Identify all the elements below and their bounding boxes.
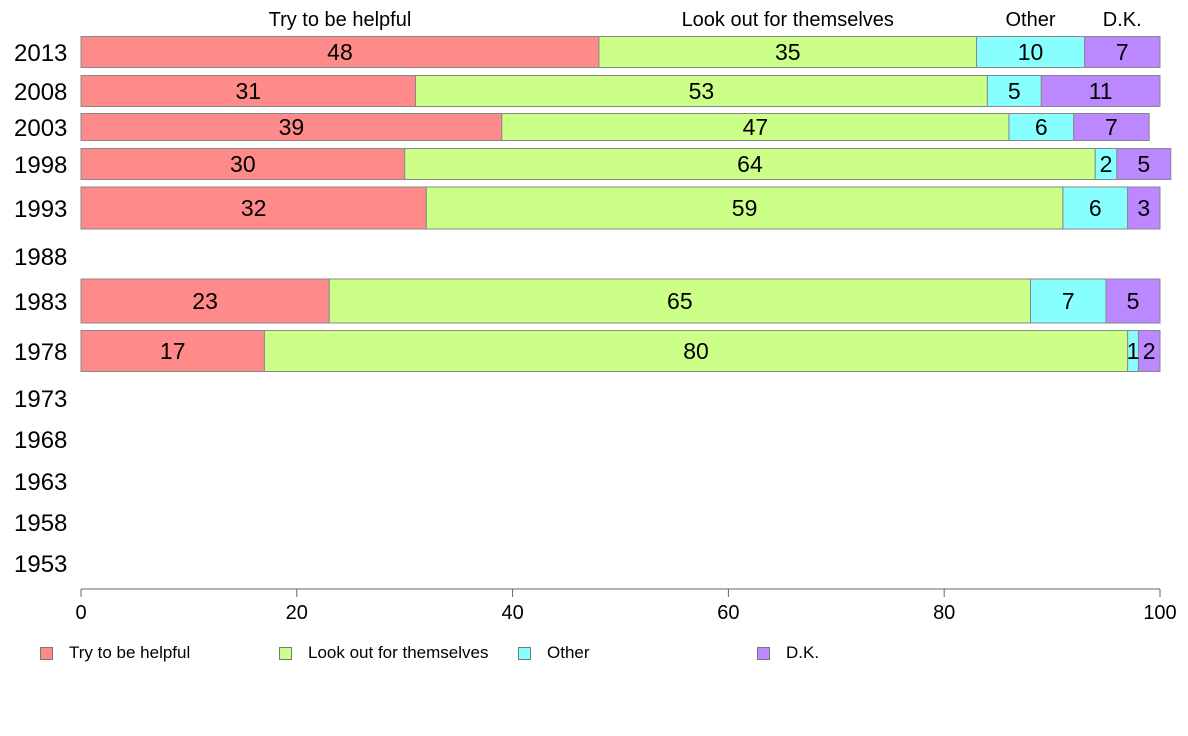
- value-label-2003-0: 39: [279, 114, 305, 140]
- value-label-1983-3: 5: [1127, 288, 1140, 314]
- value-label-1993-1: 59: [732, 195, 758, 221]
- legend-item-other: Other: [518, 641, 590, 665]
- year-label-1973: 1973: [14, 386, 67, 413]
- bar-1978-3: [1137, 330, 1161, 372]
- value-label-1998-2: 2: [1100, 151, 1113, 177]
- bar-1983-0: [80, 278, 330, 324]
- x-tick-label-100: 100: [1143, 602, 1176, 624]
- bar-1993-0: [80, 186, 427, 230]
- legend-swatch-other: [518, 646, 531, 660]
- legend-item-dk: D.K.: [757, 641, 819, 665]
- bar-1998-1: [404, 148, 1096, 180]
- legend-item-themselves: Look out for themselves: [279, 641, 488, 665]
- legend-label-themselves: Look out for themselves: [308, 643, 489, 662]
- x-tick-label-60: 60: [717, 602, 739, 624]
- value-label-1978-3: 2: [1143, 338, 1156, 364]
- year-label-1958: 1958: [14, 510, 67, 537]
- bar-2008-1: [414, 75, 988, 107]
- bar-1993-3: [1127, 186, 1161, 230]
- value-label-2013-3: 7: [1116, 39, 1129, 65]
- year-label-2008: 2008: [14, 79, 67, 106]
- chart: 2013200820031998199319881983197819731968…: [14, 9, 1177, 624]
- year-label-1963: 1963: [14, 469, 67, 496]
- legend-swatch-dk: [757, 646, 770, 660]
- year-label-1978: 1978: [14, 339, 67, 366]
- x-tick-label-20: 20: [286, 602, 308, 624]
- bar-1983-2: [1030, 278, 1107, 324]
- x-axis: 0 20 40 60 80 100: [75, 588, 1177, 624]
- value-label-2008-3: 11: [1089, 78, 1113, 104]
- value-label-1978-2: 1: [1127, 338, 1140, 364]
- value-label-2013-1: 35: [775, 39, 801, 65]
- legend-label-dk: D.K.: [786, 643, 820, 662]
- value-label-2008-1: 53: [689, 78, 715, 104]
- x-tick-label-40: 40: [501, 602, 523, 624]
- value-label-2008-2: 5: [1008, 78, 1021, 104]
- bar-1993-2: [1062, 186, 1129, 230]
- value-label-1993-0: 32: [241, 195, 267, 221]
- value-label-1983-1: 65: [667, 288, 693, 314]
- value-label-2013-2: 10: [1018, 39, 1044, 65]
- bar-1983-1: [328, 278, 1032, 324]
- value-label-1983-2: 7: [1062, 288, 1075, 314]
- legend-swatch-themselves: [279, 646, 292, 660]
- bar-2013-3: [1083, 36, 1161, 68]
- bars-layer: [80, 36, 1172, 372]
- year-label-1988: 1988: [14, 244, 67, 271]
- year-label-1998: 1998: [14, 152, 67, 179]
- column-header-0: Try to be helpful: [269, 9, 412, 31]
- legend-swatch-helpful: [40, 646, 53, 660]
- bar-1998-0: [80, 148, 406, 180]
- column-header-1: Look out for themselves: [682, 9, 894, 31]
- year-label-1983: 1983: [14, 289, 67, 316]
- column-header-2: Other: [1006, 9, 1056, 31]
- bar-2013-1: [598, 36, 978, 68]
- value-label-1998-3: 5: [1137, 151, 1150, 177]
- bar-2008-0: [80, 75, 416, 107]
- legend-label-other: Other: [547, 643, 590, 662]
- bar-2008-2: [986, 75, 1042, 107]
- legend-label-helpful: Try to be helpful: [69, 643, 191, 662]
- column-header-3: D.K.: [1103, 9, 1142, 31]
- year-label-1953: 1953: [14, 551, 67, 578]
- value-label-1998-0: 30: [230, 151, 256, 177]
- bar-2008-3: [1040, 75, 1161, 107]
- bar-1998-3: [1116, 148, 1172, 180]
- value-label-1983-0: 23: [192, 288, 218, 314]
- legend-item-helpful: Try to be helpful: [40, 641, 190, 665]
- year-label-2003: 2003: [14, 115, 67, 142]
- value-label-1978-0: 17: [160, 338, 186, 364]
- bar-1993-1: [425, 186, 1064, 230]
- bar-2013-0: [80, 36, 600, 68]
- value-label-1998-1: 64: [737, 151, 763, 177]
- x-tick-label-0: 0: [75, 602, 86, 624]
- year-label-1993: 1993: [14, 196, 67, 223]
- year-label-1968: 1968: [14, 427, 67, 454]
- value-label-2003-3: 7: [1105, 114, 1118, 140]
- value-label-2003-2: 6: [1035, 114, 1048, 140]
- bar-1978-1: [263, 330, 1129, 372]
- value-label-2003-1: 47: [743, 114, 769, 140]
- bar-2013-2: [976, 36, 1085, 68]
- bar-2003-0: [80, 113, 503, 141]
- value-label-2008-0: 31: [235, 78, 261, 104]
- year-label-2013: 2013: [14, 40, 67, 67]
- bar-2003-1: [501, 113, 1010, 141]
- bar-1983-3: [1105, 278, 1161, 324]
- legend: Try to be helpful Look out for themselve…: [0, 641, 1188, 665]
- value-label-2013-0: 48: [327, 39, 353, 65]
- value-label-1993-2: 6: [1089, 195, 1102, 221]
- x-tick-label-80: 80: [933, 602, 955, 624]
- labels-layer: 2013 2008 2003 1998 1993 1988 1983 1978 1973 1968…: [14, 9, 1156, 578]
- bar-1978-0: [80, 330, 265, 372]
- bar-2003-3: [1073, 113, 1150, 141]
- value-label-1993-3: 3: [1137, 195, 1150, 221]
- value-label-1978-1: 80: [683, 338, 709, 364]
